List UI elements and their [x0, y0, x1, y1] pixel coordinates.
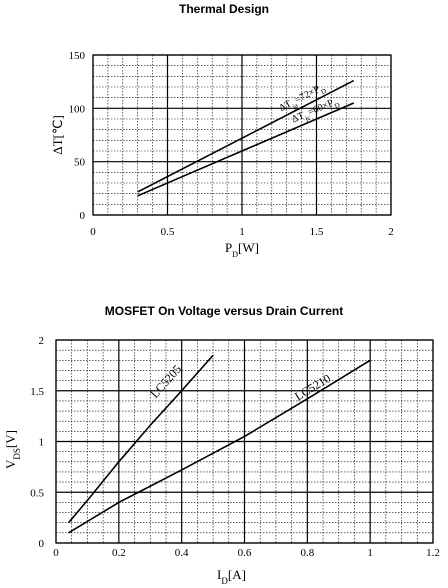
series-line [68, 359, 371, 534]
y-tick-label: 150 [69, 50, 86, 62]
x-tick-label: 1.2 [426, 547, 440, 559]
chart1-title: Thermal Design [178, 2, 270, 16]
y-tick-label: 1.5 [30, 386, 44, 398]
y-tick-label: 0 [39, 538, 45, 550]
x-tick-label: 0.5 [161, 226, 175, 238]
x-tick-label: 0 [53, 547, 59, 559]
x-tick-label: 0.4 [175, 547, 189, 559]
y-tick-label: 0.5 [30, 487, 44, 499]
y-axis-label: VDS[V] [3, 430, 22, 469]
chart2-title: MOSFET On Voltage versus Drain Current [104, 304, 344, 318]
x-tick-label: 0.6 [238, 547, 252, 559]
y-axis-label: ΔT[℃] [50, 115, 65, 155]
y-tick-label: 50 [74, 157, 86, 169]
x-tick-label: 2 [388, 226, 394, 238]
x-axis-label: ID[A] [217, 567, 246, 586]
series-line [67, 354, 214, 524]
x-tick-label: 0 [90, 226, 96, 238]
plot-frame [55, 339, 434, 544]
x-tick-label: 1.5 [310, 226, 324, 238]
y-tick-label: 100 [69, 103, 86, 115]
x-tick-label: 1 [239, 226, 245, 238]
y-tick-label: 1 [39, 437, 45, 449]
series-line [137, 102, 355, 197]
y-tick-label: 0 [80, 210, 86, 222]
y-tick-label: 2 [39, 335, 45, 347]
x-tick-label: 0.8 [300, 547, 314, 559]
x-axis-label: PD[W] [225, 240, 259, 259]
x-tick-label: 0.2 [112, 547, 126, 559]
series-line [137, 79, 355, 193]
plot-frame [92, 54, 392, 216]
x-tick-label: 1 [367, 547, 373, 559]
